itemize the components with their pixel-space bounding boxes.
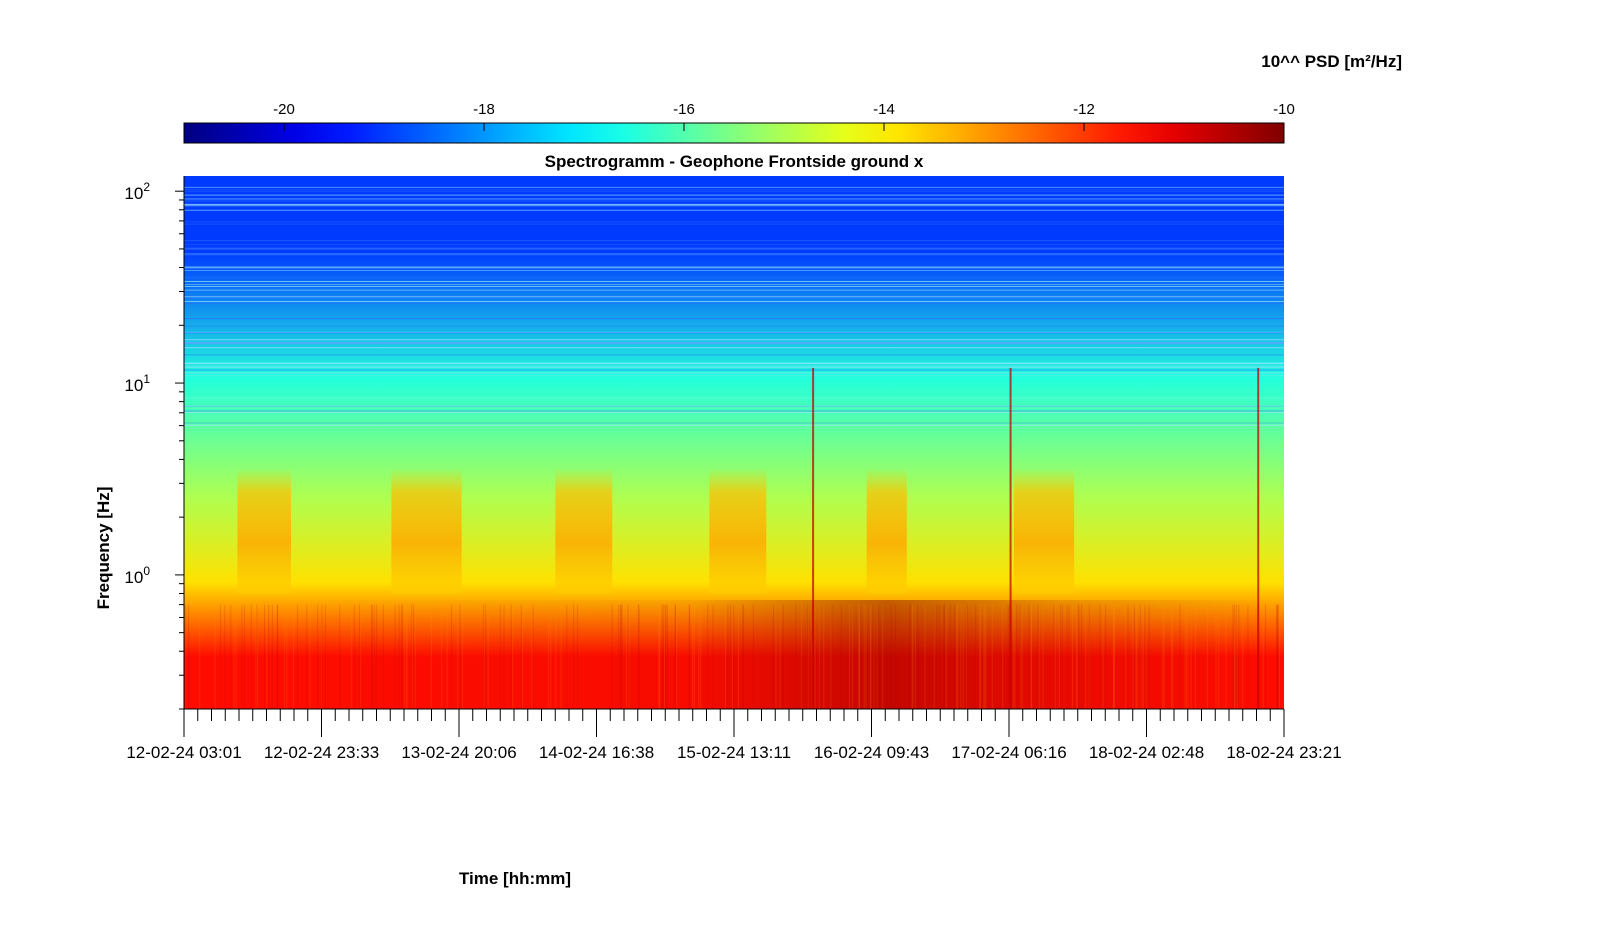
colorbar: -20 -18 -16 -14 -12 -10 10^^ PSD [m²/Hz] <box>183 52 1402 144</box>
y-tick-label: 102 <box>124 180 150 203</box>
x-axis: 12-02-24 03:01 12-02-24 23:33 13-02-24 20:… <box>126 708 1342 762</box>
plot-area <box>184 176 1284 709</box>
x-tick-label: 17-02-24 06:16 <box>951 743 1066 762</box>
x-tick-label: 15-02-24 13:11 <box>677 743 791 762</box>
x-axis-label: Time [hh:mm] <box>459 869 571 888</box>
colorbar-tick-label: -18 <box>473 101 495 118</box>
low-frequency-energy-overlay <box>184 600 1284 709</box>
daytime-burst <box>555 468 613 594</box>
daytime-burst <box>391 468 462 594</box>
y-axis: 100 101 102 <box>124 176 185 710</box>
x-tick-label: 14-02-24 16:38 <box>539 743 654 762</box>
daytime-burst <box>709 468 767 594</box>
x-tick-label: 18-02-24 23:21 <box>1226 743 1341 762</box>
daytime-burst <box>866 468 907 594</box>
narrowband-lines <box>184 186 1284 709</box>
daytime-bursts <box>237 468 1075 594</box>
x-tick-label: 12-02-24 23:33 <box>264 743 379 762</box>
colorbar-tick-label: -16 <box>673 101 695 118</box>
y-tick-label: 101 <box>124 372 150 395</box>
x-tick-label: 12-02-24 03:01 <box>126 743 241 762</box>
colorbar-gradient <box>183 122 1285 144</box>
x-tick-label: 16-02-24 09:43 <box>814 743 929 762</box>
y-tick-label: 100 <box>124 564 150 587</box>
x-tick-label: 18-02-24 02:48 <box>1089 743 1204 762</box>
transient-spikes <box>812 367 1260 709</box>
chart-title: Spectrogramm - Geophone Frontside ground… <box>545 152 924 171</box>
daytime-burst <box>237 468 291 594</box>
colorbar-label: 10^^ PSD [m²/Hz] <box>1261 52 1402 71</box>
colorbar-tick-label: -20 <box>273 101 295 118</box>
colorbar-ticks: -20 -18 -16 -14 -12 -10 <box>273 101 1295 131</box>
colorbar-tick-label: -10 <box>1273 101 1295 118</box>
daytime-burst <box>1013 468 1075 594</box>
y-axis-label: Frequency [Hz] <box>94 487 113 610</box>
x-tick-label: 13-02-24 20:06 <box>401 743 516 762</box>
colorbar-tick-label: -14 <box>873 101 895 118</box>
colorbar-tick-label: -12 <box>1073 101 1095 118</box>
